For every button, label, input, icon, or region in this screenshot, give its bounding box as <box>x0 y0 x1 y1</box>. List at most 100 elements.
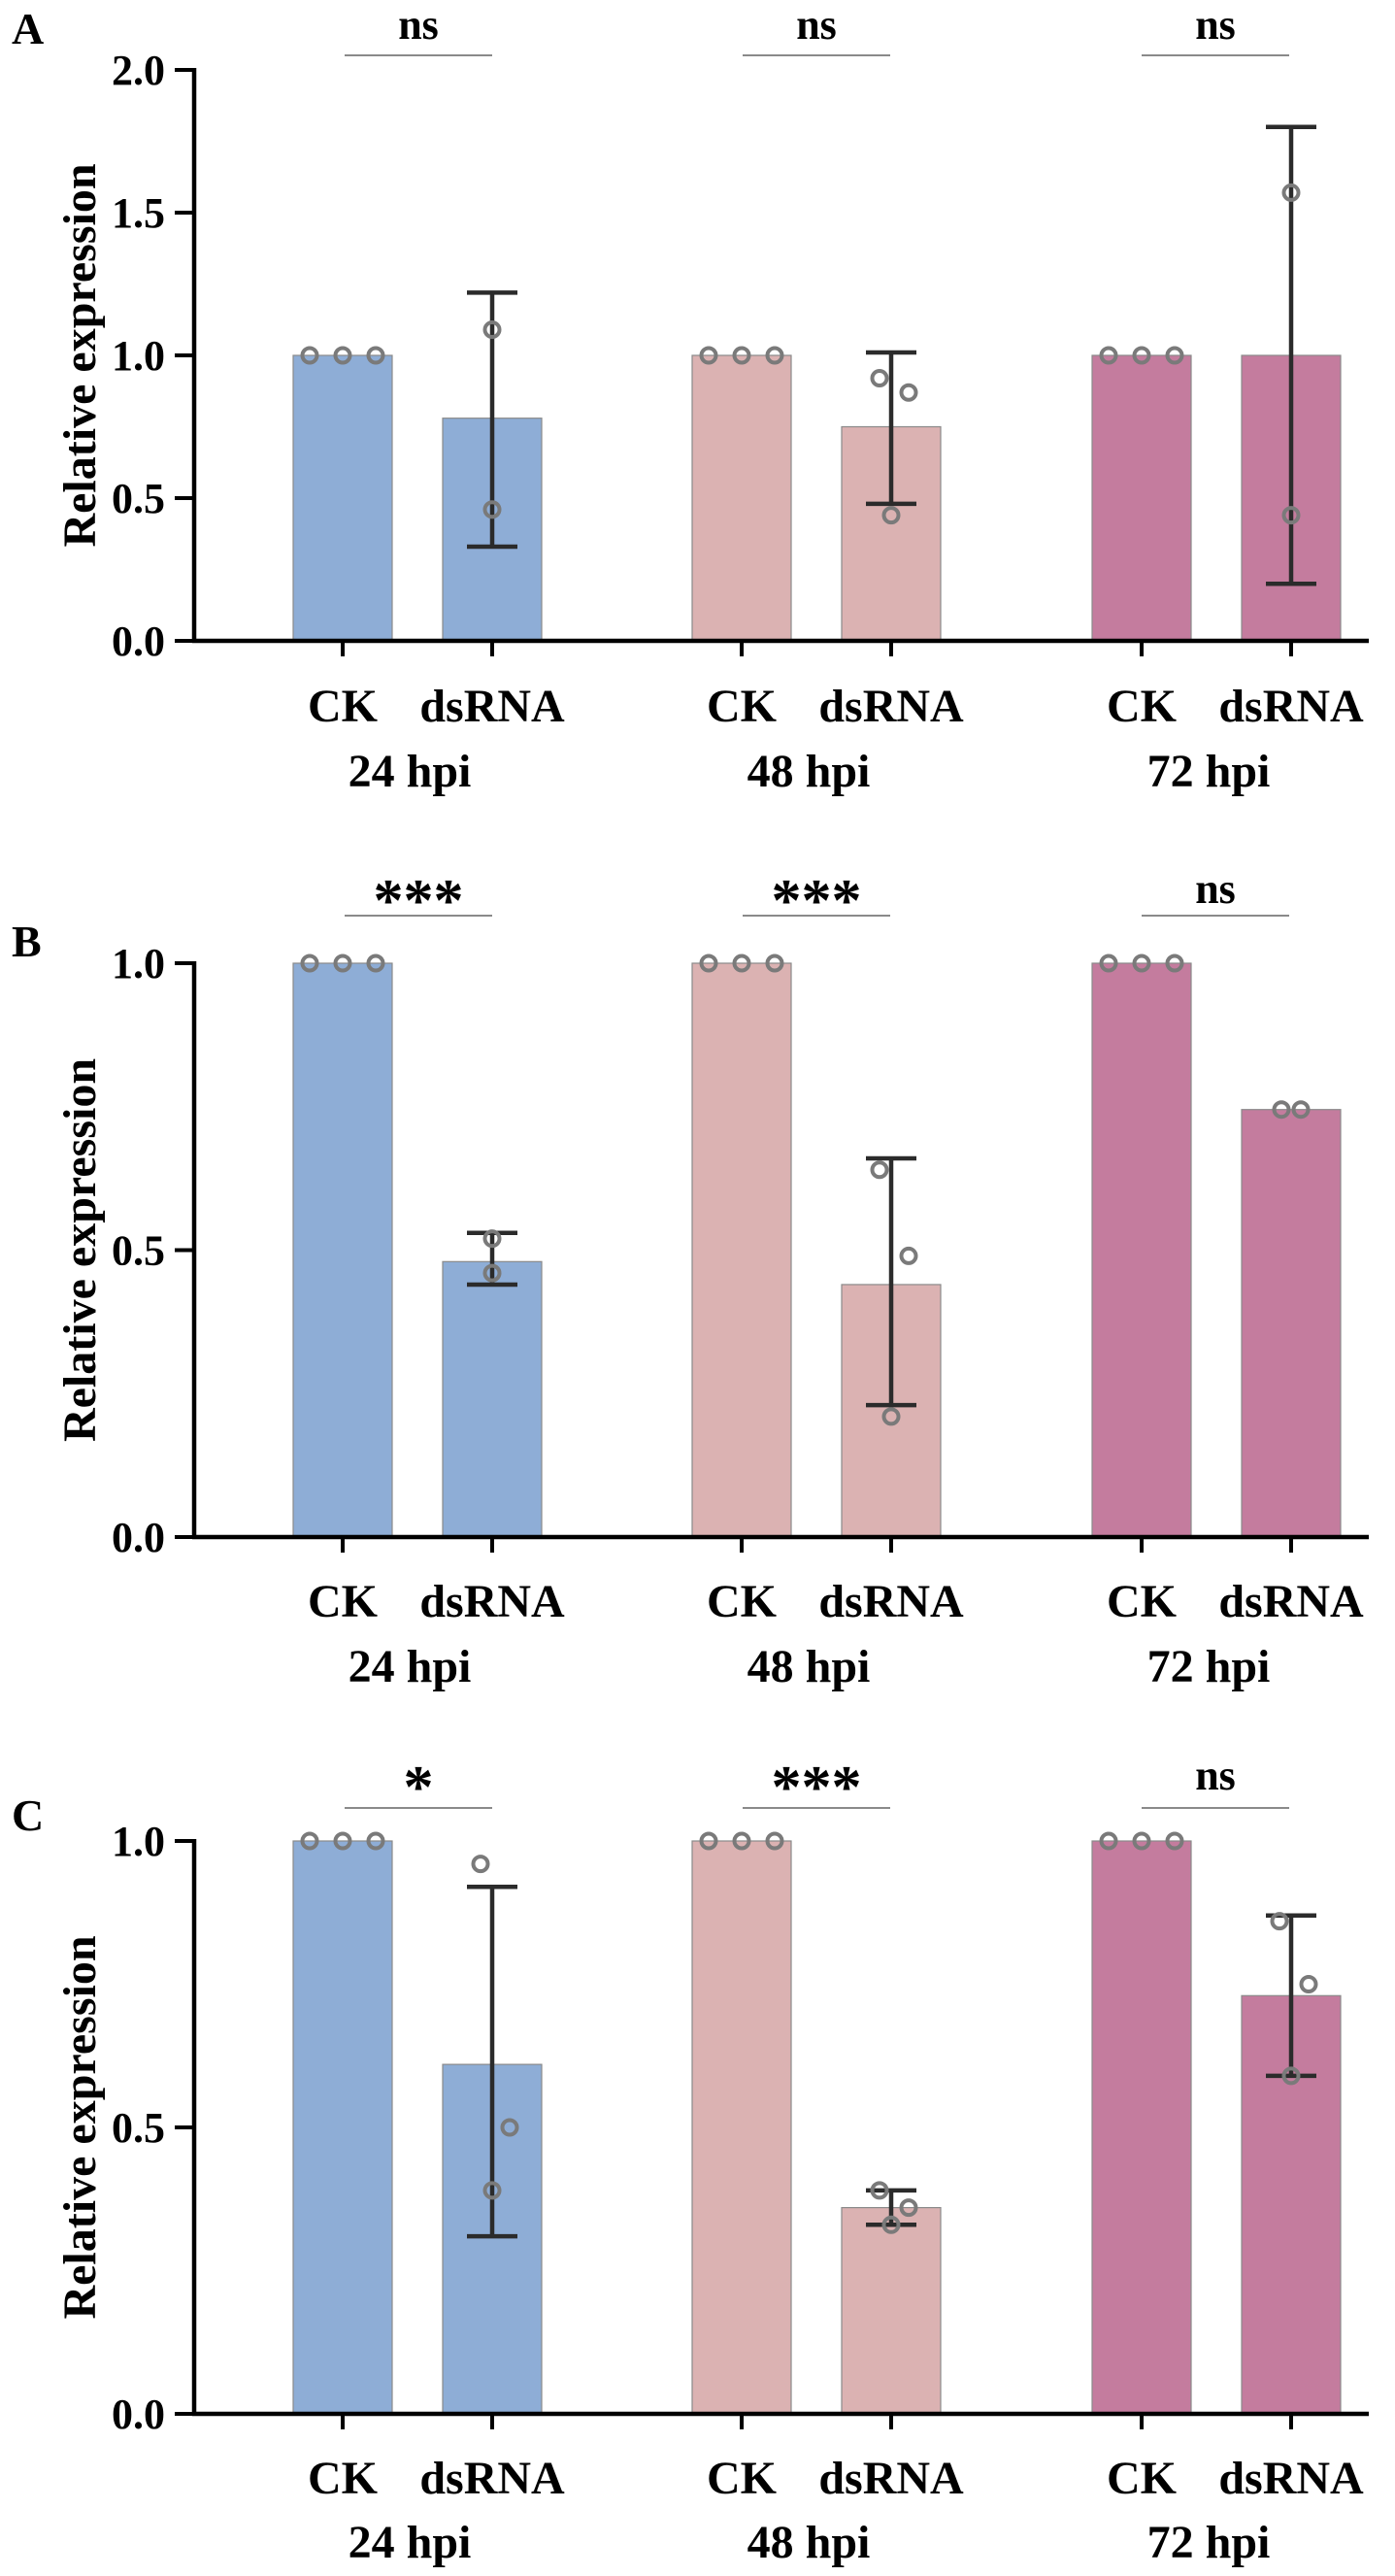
group-label: 24 hpi <box>349 746 472 797</box>
data-point <box>300 1831 319 1851</box>
y-tick-label: 2.0 <box>112 47 165 94</box>
data-point <box>881 506 901 525</box>
significance-label: *** <box>772 868 862 934</box>
group-label: 72 hpi <box>1147 1641 1271 1692</box>
y-tick-label: 0.5 <box>112 1227 165 1275</box>
data-point <box>300 346 319 365</box>
x-tick-label: CK <box>707 1576 777 1627</box>
panel-label: A <box>12 4 44 53</box>
bar-72hpi-ck <box>1091 962 1192 1538</box>
data-point <box>732 1831 751 1851</box>
x-tick-label: dsRNA <box>1218 2453 1364 2504</box>
x-tick-label: dsRNA <box>1218 1576 1364 1627</box>
x-tick-label: CK <box>308 681 378 732</box>
data-point <box>482 500 502 519</box>
y-tick-label: 0.0 <box>112 2391 165 2438</box>
data-point <box>366 346 385 365</box>
data-point <box>333 346 352 365</box>
panel-c: C Relative expression * CK dsRNA 24 hpi *** CK d… <box>12 1752 1369 2568</box>
panel-label: B <box>12 917 42 966</box>
x-tick-label: dsRNA <box>419 681 565 732</box>
data-point <box>899 2198 918 2218</box>
data-point <box>1165 1831 1184 1851</box>
x-tick-label: dsRNA <box>419 2453 565 2504</box>
group-label: 48 hpi <box>747 2517 871 2568</box>
data-point <box>870 2181 889 2200</box>
x-tick-label: CK <box>308 1576 378 1627</box>
group-label: 48 hpi <box>747 1641 871 1692</box>
panel-a: A Relative expression ns CK dsRNA 24 hpi ns CK d… <box>12 1 1369 797</box>
y-tick-label: 1.0 <box>112 1818 165 1865</box>
data-point <box>1132 953 1151 973</box>
data-point <box>1281 183 1301 202</box>
data-point <box>1281 2066 1301 2086</box>
significance-label: ns <box>1195 865 1236 913</box>
x-tick-label: dsRNA <box>818 2453 964 2504</box>
bar-72hpi-ck <box>1091 354 1192 642</box>
x-tick-label: CK <box>1107 2453 1177 2504</box>
data-point <box>899 1246 918 1265</box>
data-point <box>1099 1831 1118 1851</box>
significance-label: * <box>404 1755 434 1821</box>
significance-label: ns <box>398 1 439 49</box>
data-point <box>1165 953 1184 973</box>
data-point <box>333 1831 352 1851</box>
data-point <box>333 953 352 973</box>
y-tick-label: 0.5 <box>112 475 165 522</box>
data-point <box>1132 1831 1151 1851</box>
data-point <box>482 1229 502 1249</box>
data-point <box>699 953 718 973</box>
panel-label: C <box>12 1790 44 1840</box>
y-axis-label: Relative expression <box>54 1935 106 2319</box>
y-tick-label: 0.5 <box>112 2104 165 2152</box>
x-tick-label: dsRNA <box>1218 681 1364 732</box>
data-point <box>1299 1975 1318 1993</box>
group-label: 48 hpi <box>747 746 871 797</box>
group-label: 72 hpi <box>1147 746 1271 797</box>
x-tick-label: CK <box>308 2453 378 2504</box>
data-point <box>1291 1100 1311 1120</box>
data-point <box>300 953 319 973</box>
y-tick-label: 0.0 <box>112 1514 165 1561</box>
x-tick-label: dsRNA <box>818 1576 964 1627</box>
y-tick-label: 1.0 <box>112 940 165 987</box>
bar-48hpi-ck <box>691 962 792 1538</box>
data-point <box>1270 1912 1289 1931</box>
significance-label: ns <box>1195 1752 1236 1799</box>
bar-48hpi-ck <box>691 1840 792 2415</box>
y-tick-label: 0.0 <box>112 618 165 665</box>
bar-24hpi-ck <box>292 1840 393 2415</box>
error-bar <box>866 1155 916 1408</box>
bar-48hpi-dsrna <box>841 425 942 642</box>
data-point <box>881 1407 901 1426</box>
group-label: 72 hpi <box>1147 2517 1271 2568</box>
data-point <box>1099 346 1118 365</box>
bar-72hpi-dsrna <box>1241 1109 1342 1538</box>
y-axis-label: Relative expression <box>54 1058 106 1442</box>
data-point <box>732 953 751 973</box>
data-point <box>1165 346 1184 365</box>
bar-24hpi-ck <box>292 354 393 642</box>
data-point <box>699 1831 718 1851</box>
x-tick-label: dsRNA <box>818 681 964 732</box>
y-axis-label: Relative expression <box>54 163 106 547</box>
error-bar <box>866 350 916 507</box>
data-point <box>1132 346 1151 365</box>
panel-b: B Relative expression *** CK dsRNA 24 hpi *** C… <box>12 865 1369 1692</box>
data-point <box>482 1263 502 1283</box>
error-bar <box>467 290 517 550</box>
data-point <box>471 1855 490 1874</box>
bar-24hpi-dsrna <box>442 1260 543 1538</box>
significance-label: *** <box>374 868 464 934</box>
data-point <box>699 346 718 365</box>
data-point <box>765 346 784 365</box>
significance-label: ns <box>1195 1 1236 49</box>
data-point <box>870 1160 889 1180</box>
x-tick-label: CK <box>707 2453 777 2504</box>
data-point <box>366 1831 385 1851</box>
data-point <box>1272 1100 1291 1120</box>
group-label: 24 hpi <box>349 1641 472 1692</box>
data-point <box>899 383 918 402</box>
data-point <box>881 2215 901 2234</box>
